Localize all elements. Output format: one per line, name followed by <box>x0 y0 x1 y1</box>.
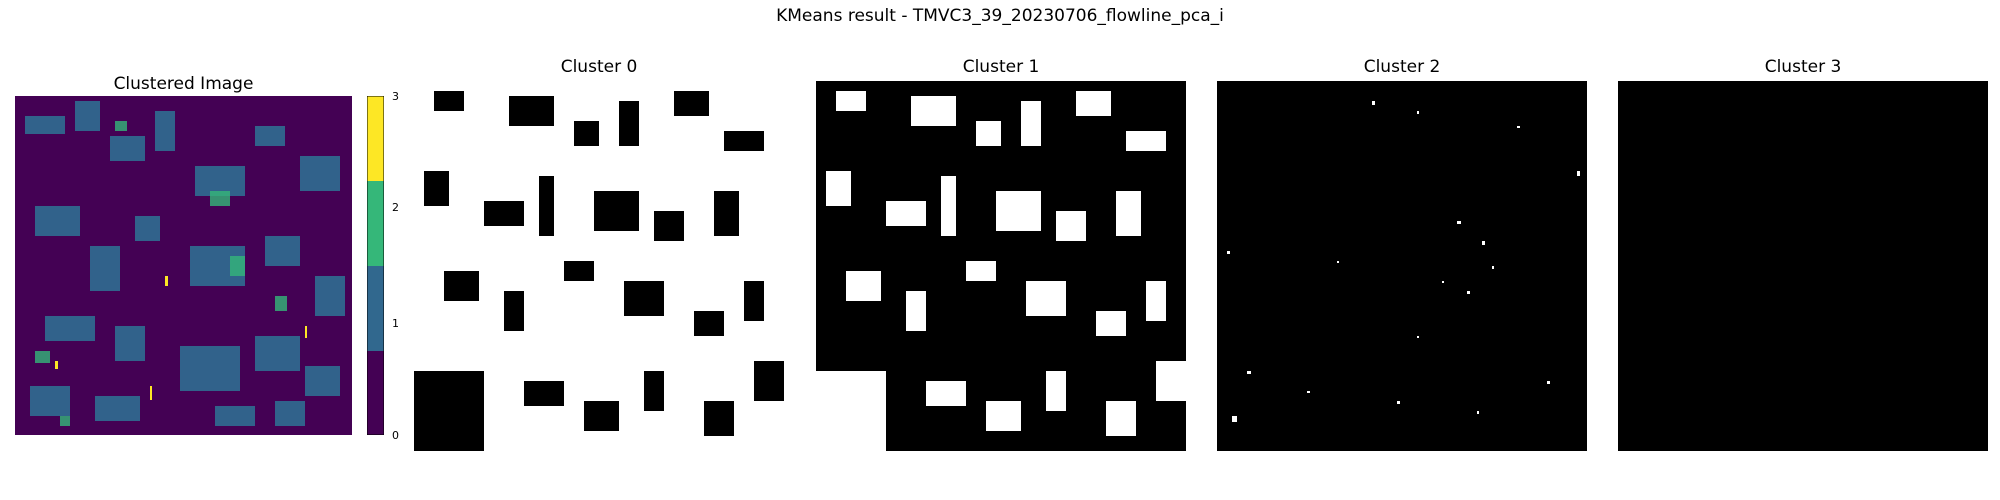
cluster-3-title: Cluster 3 <box>1764 57 1842 77</box>
cluster-1-title: Cluster 1 <box>962 57 1040 77</box>
clustered-image-title: Clustered Image <box>113 74 254 94</box>
clustered-image <box>15 96 352 435</box>
colorbar-tick-3: 3 <box>392 90 399 103</box>
colorbar-tick-0: 0 <box>392 429 399 442</box>
cluster-0-title: Cluster 0 <box>560 57 638 77</box>
cluster-2-title: Cluster 2 <box>1363 57 1441 77</box>
colorbar-tick-1: 1 <box>392 317 399 330</box>
figure-title: KMeans result - TMVC3_39_20230706_flowli… <box>776 6 1224 26</box>
cluster-3-mask <box>1618 81 1988 451</box>
colorbar-tick-2: 2 <box>392 201 399 214</box>
cluster-1-mask <box>816 81 1186 451</box>
cluster-0-mask <box>414 81 784 451</box>
cluster-2-mask <box>1217 81 1587 451</box>
colorbar <box>367 96 384 435</box>
